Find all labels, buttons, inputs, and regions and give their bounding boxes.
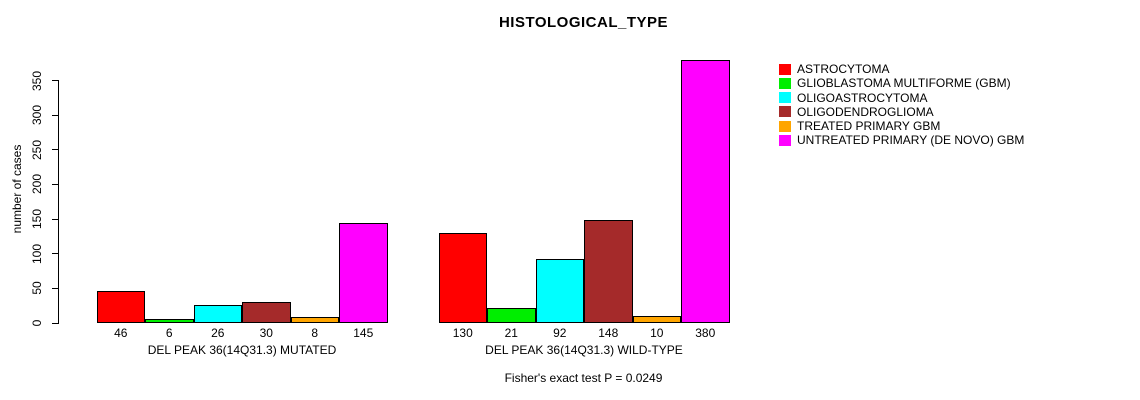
y-tick-label: 350 (30, 70, 44, 91)
bar-value-label: 6 (165, 326, 173, 340)
bar (438, 232, 487, 323)
y-tick-label: 50 (30, 281, 44, 296)
bar (487, 307, 536, 323)
bar-value-label: 21 (504, 326, 518, 340)
bar (242, 301, 291, 323)
legend-label: TREATED PRIMARY GBM (797, 119, 941, 134)
bar (339, 222, 388, 323)
legend-swatch (779, 120, 791, 132)
y-tick-label: 250 (30, 139, 44, 160)
bar (535, 258, 584, 323)
chart-title: HISTOLOGICAL_TYPE (498, 14, 669, 31)
y-tick (52, 218, 58, 220)
y-tick-label: 300 (30, 105, 44, 126)
legend-item: ASTROCYTOMA (779, 62, 1024, 76)
bar (193, 304, 242, 323)
y-tick (52, 80, 58, 81)
legend-swatch (779, 63, 791, 75)
y-tick-label: 200 (30, 174, 44, 195)
bar-value-label: 92 (553, 326, 567, 340)
legend-item: TREATED PRIMARY GBM (779, 119, 1024, 133)
legend-label: ASTROCYTOMA (797, 62, 890, 76)
bar-value-label: 10 (650, 326, 664, 340)
bar-value-label: 8 (311, 326, 319, 340)
y-axis-line (58, 80, 59, 324)
bar-value-label: 145 (353, 326, 374, 340)
bar-value-label: 26 (211, 326, 225, 340)
bar (96, 290, 145, 323)
bar (632, 315, 681, 323)
x-group-label: DEL PEAK 36(14Q31.3) WILD-TYPE (485, 343, 683, 357)
fisher-test-annotation: Fisher's exact test P = 0.0249 (504, 371, 663, 385)
y-tick (52, 322, 58, 324)
y-tick (52, 253, 58, 255)
legend-label: GLIOBLASTOMA MULTIFORME (GBM) (797, 76, 1011, 91)
legend-label: UNTREATED PRIMARY (DE NOVO) GBM (797, 133, 1025, 148)
bar-value-label: 380 (695, 326, 716, 340)
bar-value-label: 148 (598, 326, 619, 340)
y-tick (52, 183, 58, 185)
legend: ASTROCYTOMA GLIOBLASTOMA MULTIFORME (GBM)… (779, 62, 1024, 148)
legend-swatch (779, 92, 791, 104)
legend-swatch (779, 106, 791, 118)
legend-label: OLIGOASTROCYTOMA (797, 90, 928, 105)
y-axis-label: number of cases (10, 144, 24, 234)
bar (145, 318, 194, 323)
y-tick-label: 100 (30, 243, 44, 264)
y-tick (52, 149, 58, 151)
legend-swatch (779, 134, 791, 146)
y-tick (52, 287, 58, 289)
y-tick (52, 114, 58, 116)
legend-item: GLIOBLASTOMA MULTIFORME (GBM) (779, 76, 1024, 90)
x-group-label: DEL PEAK 36(14Q31.3) MUTATED (147, 343, 337, 357)
legend-item: UNTREATED PRIMARY (DE NOVO) GBM (779, 133, 1024, 147)
y-tick-label: 0 (30, 319, 44, 327)
bar (584, 219, 633, 323)
legend-item: OLIGODENDROGLIOMA (779, 105, 1024, 119)
y-tick-label: 150 (30, 209, 44, 230)
bar (290, 316, 339, 323)
legend-swatch (779, 77, 791, 89)
bar (681, 59, 730, 323)
bar-value-label: 46 (114, 326, 128, 340)
bar-value-label: 130 (452, 326, 473, 340)
legend-label: OLIGODENDROGLIOMA (797, 104, 934, 119)
legend-item: OLIGOASTROCYTOMA (779, 91, 1024, 105)
bar-value-label: 30 (259, 326, 273, 340)
